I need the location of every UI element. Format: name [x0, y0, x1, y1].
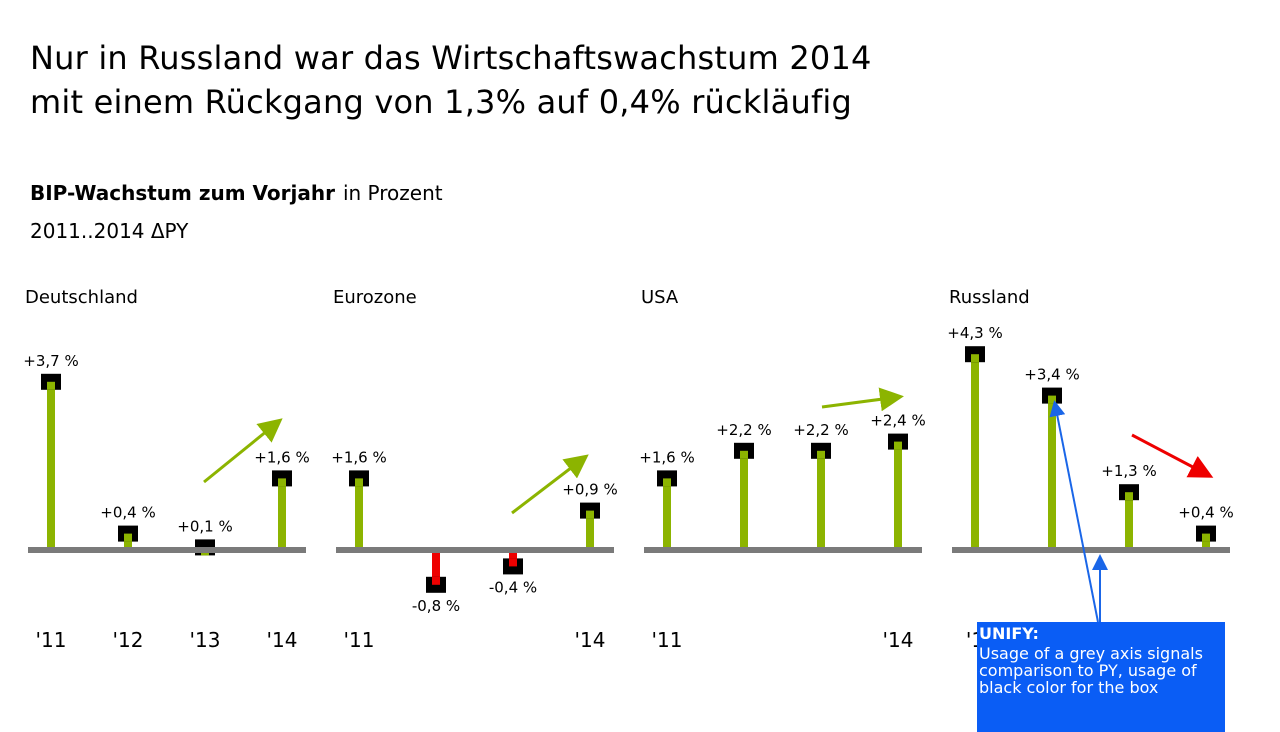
value-marker-1-3: [580, 502, 600, 519]
value-marker-2-2: [811, 442, 831, 459]
panel-title-0: Deutschland: [25, 287, 138, 308]
value-marker-notch-1-3: [586, 510, 594, 519]
value-marker-0-0: [41, 373, 61, 390]
bar-0-3: [278, 476, 286, 550]
callout-arrow-marker: [1049, 400, 1099, 623]
value-marker-notch-0-3: [278, 478, 286, 487]
value-marker-notch-1-0: [355, 478, 363, 487]
panel-title-3: Russland: [949, 287, 1030, 308]
value-marker-notch-3-1: [1048, 395, 1056, 404]
value-marker-notch-2-0: [663, 478, 671, 487]
value-marker-0-1: [118, 525, 138, 542]
value-label-1-2: -0,4 %: [489, 578, 537, 596]
value-marker-notch-1-2: [509, 558, 517, 567]
value-marker-notch-3-0: [971, 354, 979, 363]
panel-title-2: USA: [641, 287, 679, 308]
bar-2-3: [894, 439, 902, 550]
bar-3-0: [971, 352, 979, 550]
axis-2: [644, 547, 922, 553]
axis-1: [336, 547, 614, 553]
category-label-1-0: '11: [344, 628, 375, 652]
title-line-1: Nur in Russland war das Wirtschaftswachs…: [30, 39, 872, 77]
period-label: 2011..2014 ΔPY: [30, 219, 189, 243]
value-marker-notch-0-0: [47, 381, 55, 390]
value-label-3-3: +0,4 %: [1178, 504, 1233, 522]
value-label-0-1: +0,4 %: [100, 504, 155, 522]
category-label-0-3: '14: [267, 628, 298, 652]
trend-arrow-usa: [821, 387, 904, 412]
value-label-2-0: +1,6 %: [639, 448, 694, 466]
value-marker-notch-1-1: [432, 576, 440, 585]
callout-body: Usage of a grey axis signals comparison …: [979, 644, 1203, 697]
value-marker-notch-2-2: [817, 450, 825, 459]
category-label-1-3: '14: [575, 628, 606, 652]
category-label-0-1: '12: [113, 628, 144, 652]
bar-2-2: [817, 448, 825, 550]
trend-arrow-deutschland: [203, 418, 283, 484]
bar-0-0: [47, 379, 55, 550]
value-marker-notch-2-3: [894, 441, 902, 450]
bar-2-0: [663, 476, 671, 550]
category-label-2-3: '14: [883, 628, 914, 652]
callout-heading: UNIFY:: [979, 624, 1039, 643]
measure-label: BIP-Wachstum zum Vorjahr: [30, 181, 335, 205]
axis-3: [952, 547, 1230, 553]
unit-label: in Prozent: [342, 181, 443, 205]
value-label-0-2: +0,1 %: [177, 517, 232, 535]
value-marker-1-2: [503, 558, 523, 575]
value-label-2-3: +2,4 %: [870, 412, 925, 430]
bar-2-1: [740, 448, 748, 550]
small-multiples-chart: Deutschland +3,7 % '11 +0,4 % '12 +0,1 % '13 +1…: [23, 287, 1233, 652]
trend-arrow-eurozone: [511, 454, 589, 515]
trend-arrow-russland: [1131, 433, 1214, 478]
category-label-2-0: '11: [652, 628, 683, 652]
value-marker-3-3: [1196, 525, 1216, 542]
value-marker-2-1: [734, 442, 754, 459]
value-marker-notch-2-1: [740, 450, 748, 459]
value-label-1-3: +0,9 %: [562, 481, 617, 499]
panel-title-1: Eurozone: [333, 287, 417, 308]
bar-3-1: [1048, 393, 1056, 550]
value-label-0-0: +3,7 %: [23, 352, 78, 370]
unify-callout: UNIFY: Usage of a grey axis signals comp…: [977, 622, 1225, 732]
value-marker-notch-3-2: [1125, 492, 1133, 501]
value-label-0-3: +1,6 %: [254, 448, 309, 466]
value-marker-notch-0-1: [124, 533, 132, 542]
value-label-3-2: +1,3 %: [1101, 462, 1156, 480]
value-label-3-1: +3,4 %: [1024, 366, 1079, 384]
value-label-2-2: +2,2 %: [793, 421, 848, 439]
value-label-3-0: +4,3 %: [947, 324, 1002, 342]
bar-1-0: [355, 476, 363, 550]
value-label-1-1: -0,8 %: [412, 597, 460, 615]
value-marker-notch-3-3: [1202, 533, 1210, 542]
bar-1-1: [432, 550, 440, 587]
bar-1-3: [586, 508, 594, 550]
chart-title: Nur in Russland war das Wirtschaftswachs…: [30, 36, 872, 124]
title-line-2: mit einem Rückgang von 1,3% auf 0,4% rüc…: [30, 83, 853, 121]
category-label-0-0: '11: [36, 628, 67, 652]
value-label-2-1: +2,2 %: [716, 421, 771, 439]
category-label-0-2: '13: [190, 628, 221, 652]
bar-3-2: [1125, 490, 1133, 550]
axis-0: [28, 547, 306, 553]
value-label-1-0: +1,6 %: [331, 448, 386, 466]
chart-subtitle: BIP-Wachstum zum Vorjahr in Prozent: [30, 180, 443, 206]
